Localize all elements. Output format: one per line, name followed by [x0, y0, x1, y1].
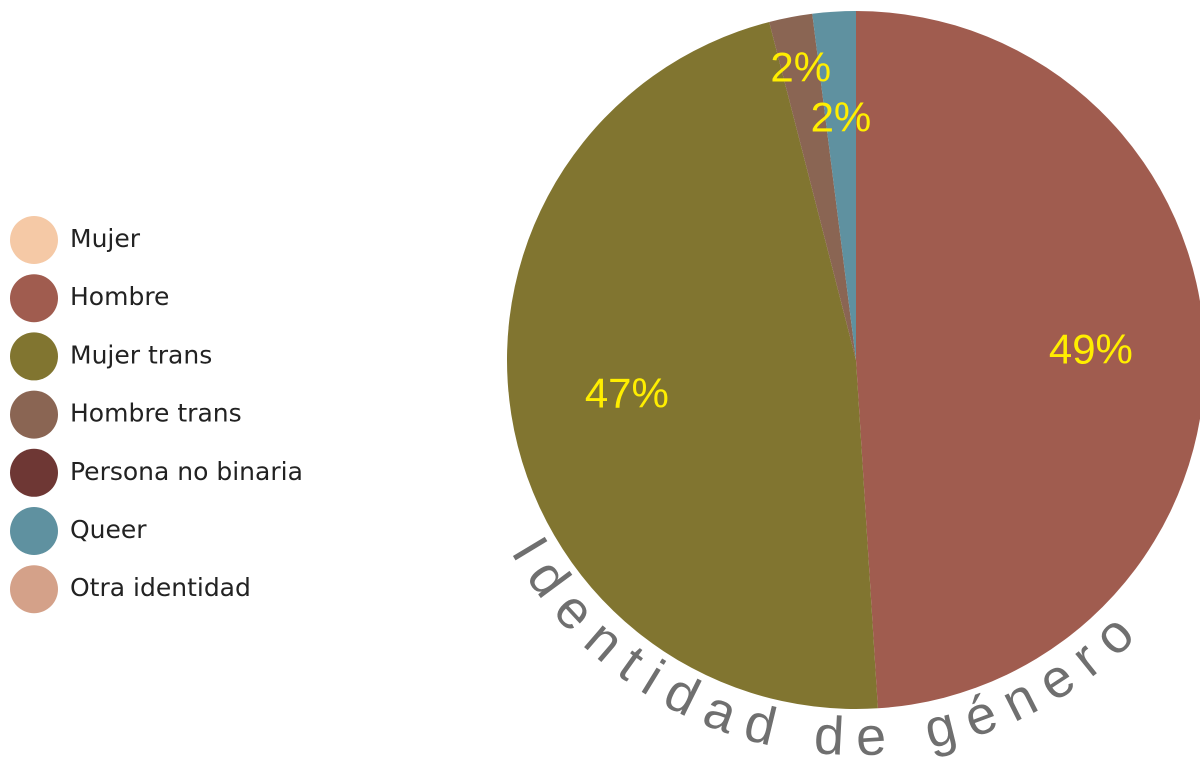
legend-swatch: [10, 332, 58, 381]
legend-label: Queer: [70, 515, 147, 544]
value-label: 2%: [811, 94, 872, 141]
legend-label: Mujer trans: [70, 340, 212, 369]
legend-swatch: [10, 390, 58, 439]
legend-swatch: [10, 274, 58, 323]
value-label: 47%: [585, 369, 669, 416]
pie-slice: [769, 13, 856, 360]
pie-slice: [856, 11, 1200, 709]
legend-label: Hombre trans: [70, 399, 242, 428]
legend-swatch: [10, 565, 58, 614]
legend-swatch: [10, 216, 58, 264]
pie-slice: [506, 21, 878, 710]
legend-label: Mujer: [70, 224, 141, 253]
legend-label: Persona no binaria: [70, 457, 303, 486]
legend-label: Otra identidad: [70, 573, 251, 602]
legend-swatch: [10, 448, 58, 497]
legend-label: Hombre: [70, 282, 169, 311]
legend-swatch: [10, 507, 58, 555]
pie: [506, 11, 1200, 710]
legend: Mujer Hombre Mujer trans Hombre trans Person…: [10, 216, 303, 614]
pie-slice: [812, 11, 856, 360]
value-label: 2%: [770, 43, 831, 90]
value-label: 49%: [1049, 326, 1133, 373]
